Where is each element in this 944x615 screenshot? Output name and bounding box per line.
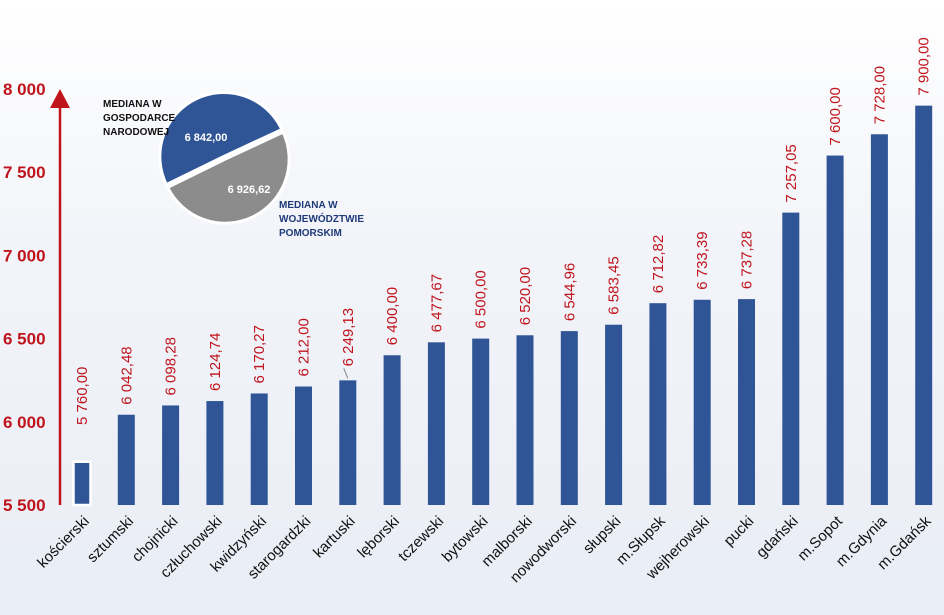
- bar: [516, 335, 534, 505]
- bar: [427, 342, 445, 505]
- pie-slice: [165, 130, 291, 225]
- category-label: kościerski: [34, 513, 93, 572]
- y-tick-label: 7 500: [3, 163, 46, 182]
- category-label: kartuski: [310, 513, 359, 562]
- bar: [605, 324, 623, 505]
- value-label: 6 520,00: [517, 267, 534, 325]
- pie-slice: [158, 90, 284, 187]
- value-label: 7 257,05: [783, 144, 800, 202]
- pie-slice-label: GOSPODARCE: [103, 113, 176, 124]
- y-tick-label: 6 000: [3, 413, 46, 432]
- bar: [915, 105, 933, 505]
- category-label: gdański: [753, 513, 802, 562]
- pie-value-label: 6 842,00: [185, 132, 228, 144]
- value-label: 6 583,45: [606, 256, 623, 314]
- bar: [738, 299, 755, 505]
- category-label: tczewski: [395, 513, 447, 565]
- bar: [649, 303, 667, 505]
- value-label: 7 900,00: [916, 37, 933, 95]
- category-label: sztumski: [84, 513, 137, 566]
- pie-value-label: 6 926,62: [228, 184, 271, 196]
- value-label: 7 728,00: [871, 66, 888, 124]
- y-tick-label: 8 000: [3, 80, 46, 99]
- category-label: pucki: [721, 513, 758, 550]
- value-label: 6 500,00: [473, 270, 490, 328]
- bar: [295, 386, 312, 505]
- y-tick-label: 6 500: [3, 330, 46, 349]
- bar: [117, 414, 135, 505]
- value-label: 6 733,39: [694, 231, 711, 289]
- bar: [472, 338, 490, 505]
- value-label: 5 760,00: [74, 367, 91, 425]
- bar: [250, 393, 268, 505]
- value-label: 6 212,00: [296, 318, 313, 376]
- pie-slice-label: NARODOWEJ: [103, 127, 169, 138]
- value-label: 6 477,67: [428, 274, 445, 332]
- value-label: 6 098,28: [163, 337, 180, 395]
- bar: [339, 380, 357, 505]
- value-label: 6 170,27: [251, 325, 268, 383]
- pie-slice-label: POMORSKIM: [279, 228, 342, 239]
- value-label: 6 249,13: [340, 308, 357, 366]
- pie-slice-label: MEDIANA W: [279, 200, 338, 211]
- y-tick-label: 5 500: [3, 496, 46, 515]
- pie-slice-label: MEDIANA W: [103, 99, 162, 110]
- value-label: 6 737,28: [739, 231, 756, 289]
- bar: [870, 134, 888, 505]
- bar: [206, 401, 224, 505]
- value-label: 7 600,00: [827, 87, 844, 145]
- bar: [693, 299, 711, 505]
- value-label: 6 712,82: [650, 235, 667, 293]
- value-label: 6 042,48: [118, 346, 135, 404]
- bar: [72, 460, 92, 507]
- value-leader-line: [343, 368, 349, 379]
- inset-pie-chart: 6 842,00 6 926,62 MEDIANA W GOSPODARCE NAROD…: [103, 90, 364, 239]
- bar: [383, 355, 401, 505]
- y-tick-label: 7 000: [3, 246, 46, 265]
- value-label: 6 544,96: [561, 263, 578, 321]
- bar: [162, 405, 180, 505]
- y-axis-arrow: [50, 89, 70, 108]
- value-label: 6 124,74: [207, 333, 224, 391]
- value-label: 6 400,00: [384, 287, 401, 345]
- bar: [560, 331, 578, 505]
- bar: [826, 155, 844, 505]
- pie-slice-label: WOJEWÓDZTWIE: [279, 212, 364, 225]
- bar: [782, 212, 800, 505]
